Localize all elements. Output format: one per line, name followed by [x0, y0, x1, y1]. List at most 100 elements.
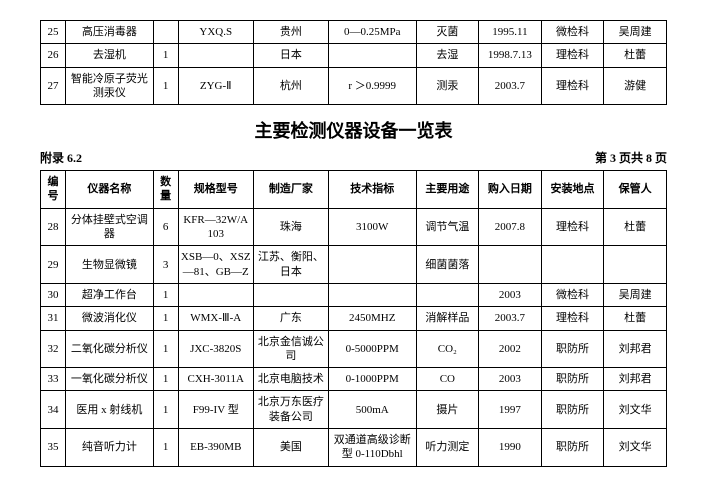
cell-qty	[153, 21, 178, 44]
cell-date: 2003.7	[479, 67, 542, 105]
cell-keeper: 刘邦君	[604, 368, 667, 391]
cell-model: CXH-3011A	[178, 368, 253, 391]
cell-model: ZYG-Ⅱ	[178, 67, 253, 105]
sub-header: 附录 6.2 第 3 页共 8 页	[40, 149, 667, 166]
cell-id: 28	[41, 208, 66, 246]
cell-name: 生物显微镜	[66, 246, 154, 284]
table-row: 33一氧化碳分析仪1CXH-3011A北京电脑技术0-1000PPMCO2003…	[41, 368, 667, 391]
hdr-qty: 数量	[153, 171, 178, 209]
top-continuation-table: 25高压消毒器YXQ.S贵州0—0.25MPa灭菌1995.11微检科吴周建26…	[40, 20, 667, 105]
cell-loc: 职防所	[541, 429, 604, 467]
main-table: 编号 仪器名称 数量 规格型号 制造厂家 技术指标 主要用途 购入日期 安装地点…	[40, 170, 667, 466]
cell-spec: r ＞0.9999	[328, 67, 416, 105]
hdr-name: 仪器名称	[66, 171, 154, 209]
cell-name: 二氧化碳分析仪	[66, 330, 154, 368]
cell-loc: 微检科	[541, 21, 604, 44]
cell-loc: 职防所	[541, 330, 604, 368]
cell-loc: 理检科	[541, 307, 604, 330]
cell-spec: 0-5000PPM	[328, 330, 416, 368]
cell-mfr: 杭州	[253, 67, 328, 105]
table-row: 32二氧化碳分析仪1JXC-3820S北京金信诚公司0-5000PPMCO₂20…	[41, 330, 667, 368]
cell-date: 2002	[479, 330, 542, 368]
cell-keeper: 刘文华	[604, 429, 667, 467]
cell-use: CO	[416, 368, 479, 391]
cell-id: 30	[41, 283, 66, 306]
cell-mfr: 广东	[253, 307, 328, 330]
cell-use: CO₂	[416, 330, 479, 368]
cell-keeper	[604, 246, 667, 284]
page-title: 主要检测仪器设备一览表	[40, 117, 667, 143]
cell-date: 2003.7	[479, 307, 542, 330]
cell-loc	[541, 246, 604, 284]
cell-keeper: 杜蕾	[604, 208, 667, 246]
header-row: 编号 仪器名称 数量 规格型号 制造厂家 技术指标 主要用途 购入日期 安装地点…	[41, 171, 667, 209]
hdr-use: 主要用途	[416, 171, 479, 209]
cell-mfr	[253, 283, 328, 306]
cell-date: 1990	[479, 429, 542, 467]
cell-model: JXC-3820S	[178, 330, 253, 368]
cell-id: 34	[41, 391, 66, 429]
cell-id: 29	[41, 246, 66, 284]
cell-spec	[328, 283, 416, 306]
table-row: 31微波消化仪1WMX-Ⅲ-A广东2450MHZ消解样品2003.7理检科杜蕾	[41, 307, 667, 330]
cell-name: 一氧化碳分析仪	[66, 368, 154, 391]
cell-use: 测汞	[416, 67, 479, 105]
cell-use	[416, 283, 479, 306]
cell-date: 2003	[479, 283, 542, 306]
cell-date: 1997	[479, 391, 542, 429]
cell-spec: 0-1000PPM	[328, 368, 416, 391]
hdr-keep: 保管人	[604, 171, 667, 209]
hdr-id: 编号	[41, 171, 66, 209]
table-row: 35纯音听力计1EB-390MB美国双通道高级诊断型 0-110Dbhl听力测定…	[41, 429, 667, 467]
cell-qty: 1	[153, 330, 178, 368]
cell-spec	[328, 44, 416, 67]
cell-keeper: 刘邦君	[604, 330, 667, 368]
cell-spec: 2450MHZ	[328, 307, 416, 330]
hdr-model: 规格型号	[178, 171, 253, 209]
cell-model: XSB—0、XSZ—81、GB—Z	[178, 246, 253, 284]
cell-qty: 1	[153, 429, 178, 467]
cell-model	[178, 44, 253, 67]
cell-keeper: 刘文华	[604, 391, 667, 429]
table-row: 30超净工作台12003微检科吴周建	[41, 283, 667, 306]
cell-mfr: 美国	[253, 429, 328, 467]
cell-use: 调节气温	[416, 208, 479, 246]
cell-id: 35	[41, 429, 66, 467]
cell-keeper: 杜蕾	[604, 44, 667, 67]
cell-date	[479, 246, 542, 284]
cell-id: 25	[41, 21, 66, 44]
cell-mfr: 江苏、衡阳、日本	[253, 246, 328, 284]
table-row: 25高压消毒器YXQ.S贵州0—0.25MPa灭菌1995.11微检科吴周建	[41, 21, 667, 44]
cell-name: 去湿机	[66, 44, 154, 67]
cell-qty: 1	[153, 391, 178, 429]
table-row: 28分体挂壁式空调器6KFR—32W/A103珠海3100W调节气温2007.8…	[41, 208, 667, 246]
cell-loc: 职防所	[541, 368, 604, 391]
cell-name: 分体挂壁式空调器	[66, 208, 154, 246]
cell-id: 27	[41, 67, 66, 105]
cell-id: 26	[41, 44, 66, 67]
cell-name: 超净工作台	[66, 283, 154, 306]
cell-qty: 3	[153, 246, 178, 284]
cell-use: 摄片	[416, 391, 479, 429]
appendix-label: 附录 6.2	[40, 149, 82, 166]
page-info: 第 3 页共 8 页	[595, 149, 667, 166]
cell-use: 去湿	[416, 44, 479, 67]
cell-date: 2003	[479, 368, 542, 391]
cell-model: F99-IV 型	[178, 391, 253, 429]
cell-loc: 理检科	[541, 44, 604, 67]
cell-date: 1998.7.13	[479, 44, 542, 67]
hdr-spec: 技术指标	[328, 171, 416, 209]
cell-qty: 1	[153, 307, 178, 330]
cell-mfr: 北京金信诚公司	[253, 330, 328, 368]
cell-mfr: 日本	[253, 44, 328, 67]
cell-model: YXQ.S	[178, 21, 253, 44]
cell-qty: 1	[153, 44, 178, 67]
cell-qty: 6	[153, 208, 178, 246]
cell-mfr: 珠海	[253, 208, 328, 246]
cell-use: 消解样品	[416, 307, 479, 330]
cell-loc: 微检科	[541, 283, 604, 306]
cell-loc: 理检科	[541, 67, 604, 105]
table-row: 26去湿机1 日本 去湿1998.7.13理检科杜蕾	[41, 44, 667, 67]
cell-keeper: 游健	[604, 67, 667, 105]
cell-keeper: 吴周建	[604, 21, 667, 44]
